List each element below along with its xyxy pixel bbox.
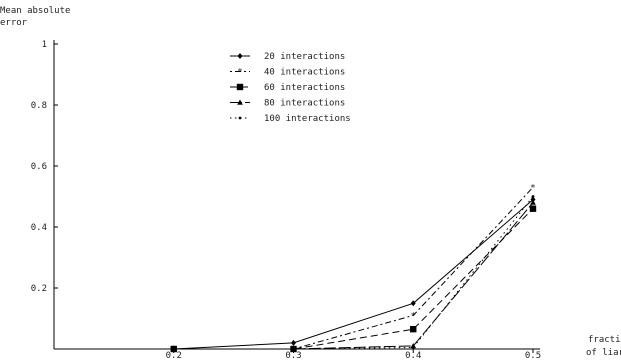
legend-marker-2: * [237, 68, 242, 78]
legend-marker-3 [236, 83, 244, 91]
series-5-point [531, 195, 535, 198]
y-tick-label: 1 [42, 40, 47, 50]
y-tick-label: 0.2 [31, 284, 47, 294]
legend-label-2: 40 interactions [264, 68, 345, 78]
y-tick-label: 0.8 [31, 101, 47, 111]
legend-label-3: 60 interactions [264, 83, 345, 93]
x-axis-label-line2: of liars [586, 348, 621, 358]
series-3-point [410, 325, 417, 333]
svg-text:*: * [530, 183, 535, 193]
y-tick-label: 0.4 [31, 223, 47, 233]
x-tick-label: 0.3 [285, 351, 301, 360]
y-tick-label: 0.6 [31, 162, 47, 172]
svg-text:*: * [411, 311, 416, 321]
x-tick-label: 0.5 [525, 351, 541, 360]
legend-marker-1 [237, 53, 243, 59]
series-line-3 [173, 208, 534, 350]
series-1-point [410, 300, 416, 307]
series-line-1 [173, 199, 534, 350]
svg-text:*: * [237, 68, 242, 78]
legend-label-1: 20 interactions [264, 52, 345, 62]
x-tick-label: 0.4 [405, 351, 421, 360]
series-line-2 [173, 186, 534, 350]
series-2-point: * [411, 311, 416, 321]
y-axis-label-line1: Mean absolute [0, 6, 70, 16]
series-1-point [291, 339, 296, 346]
series-2-point: * [530, 183, 535, 193]
series-5-point [411, 346, 415, 349]
x-tick-label: 0.2 [166, 351, 182, 360]
legend-marker-5 [238, 116, 242, 120]
legend-label-4: 80 interactions [264, 99, 345, 109]
series-5-point [292, 347, 295, 351]
x-axis-label-line1: fraction [588, 335, 621, 345]
series-4-point [530, 199, 536, 205]
legend-label-5: 100 interactions [264, 114, 351, 124]
series-5-point [172, 347, 176, 351]
series-line-4 [173, 202, 534, 350]
series-3-point [529, 205, 537, 212]
series-line-5 [173, 196, 534, 350]
series-4-point [410, 342, 417, 349]
legend-marker-4 [237, 99, 243, 105]
y-axis-label-line2: error [0, 18, 28, 28]
